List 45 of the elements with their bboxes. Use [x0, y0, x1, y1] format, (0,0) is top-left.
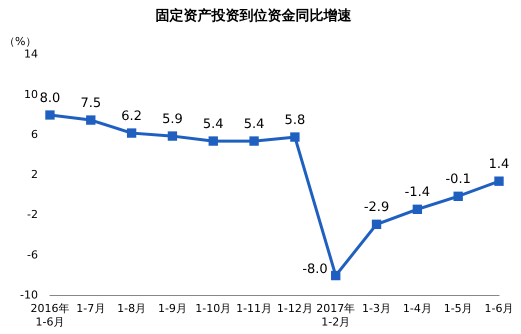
- x-tick-label: 1-12月: [276, 302, 313, 316]
- point: [494, 176, 504, 186]
- point: [208, 136, 218, 146]
- point: [249, 136, 259, 146]
- point: [372, 220, 382, 230]
- y-tick-label: 10: [24, 88, 38, 101]
- chart-title: 固定资产投资到位资金同比增速: [156, 7, 352, 24]
- x-tick-label: 1-10月: [195, 302, 232, 316]
- point: [331, 270, 340, 280]
- x-tick-label: 1-4月: [402, 302, 432, 316]
- text: -0.1: [445, 172, 471, 188]
- point: [126, 128, 136, 138]
- x-tick-label: 1-3月: [362, 302, 392, 316]
- point: [290, 132, 300, 142]
- y-tick-label: -2: [27, 208, 38, 222]
- y-tick-label: 6: [30, 128, 38, 141]
- point: [45, 110, 55, 120]
- point: [86, 115, 96, 125]
- x-tick-label: 2016年 1-6月: [30, 302, 70, 328]
- y-tick-label: 2: [30, 168, 38, 182]
- x-tick-label: 2017年 1-2月: [316, 302, 356, 328]
- y-axis-title: （%）: [4, 34, 36, 48]
- text: 5.9: [162, 112, 183, 127]
- text: -2.9: [364, 200, 390, 216]
- x-tick-label: 1-7月: [76, 302, 106, 316]
- point: [412, 204, 422, 214]
- x-tick-label: 1-5月: [444, 302, 473, 316]
- text: 6.2: [121, 108, 142, 124]
- point: [168, 131, 178, 141]
- point: [453, 192, 463, 201]
- y-tick-label: -6: [27, 248, 38, 262]
- text: 5.4: [202, 116, 224, 132]
- x-tick-label: 1-11月: [236, 302, 272, 316]
- text: -8.0: [302, 262, 328, 277]
- x-tick-label: 1-8月: [117, 302, 146, 316]
- text: 8.0: [40, 90, 60, 106]
- text: 5.4: [244, 116, 264, 132]
- text: -1.4: [404, 185, 430, 200]
- y-tick-label: 14: [24, 48, 38, 61]
- text: 7.5: [80, 96, 102, 111]
- x-tick-label: 1-6月: [484, 302, 514, 316]
- x-tick-label: 1-9月: [158, 302, 187, 316]
- y-tick-label: -10: [20, 288, 38, 302]
- text: 1.4: [488, 157, 510, 172]
- text: 5.8: [284, 112, 306, 128]
